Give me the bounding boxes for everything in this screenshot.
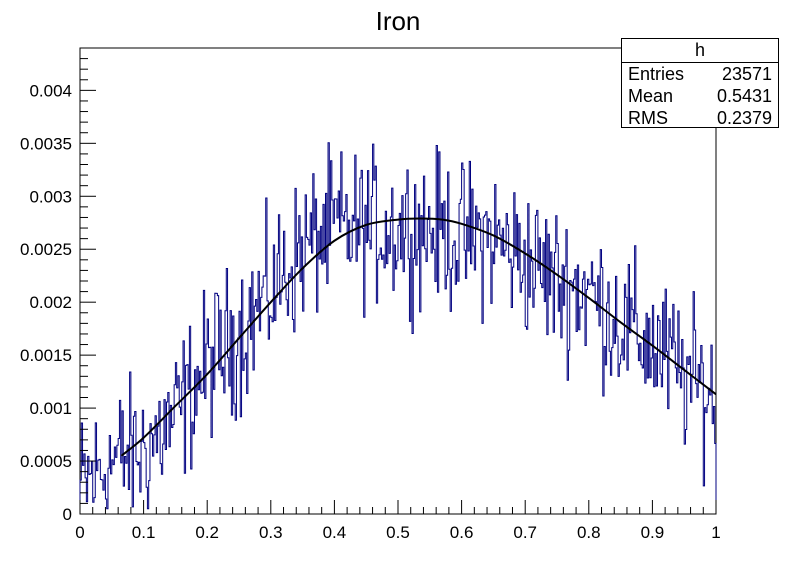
histogram-bins xyxy=(79,142,717,514)
stats-entries-value: 23571 xyxy=(721,64,772,84)
x-tick-label: 0.4 xyxy=(323,523,347,542)
fit-curve xyxy=(120,217,717,457)
y-tick-label: 0.003 xyxy=(29,187,72,206)
y-tick-label: 0 xyxy=(63,505,72,524)
histogram-layer xyxy=(79,142,717,514)
x-tick-label: 0.1 xyxy=(132,523,156,542)
x-tick-label: 0 xyxy=(75,523,84,542)
x-tick-label: 0.7 xyxy=(513,523,537,542)
stats-row-mean: Mean 0.5431 xyxy=(622,85,778,107)
x-tick-label: 1 xyxy=(711,523,720,542)
y-axis: 0 0.0005 0.001 0.0015 0.002 0.0025 0.003 0.0035… xyxy=(20,47,96,524)
x-tick-label: 0.6 xyxy=(450,523,474,542)
y-tick-label: 0.004 xyxy=(29,81,72,100)
x-tick-label: 0.2 xyxy=(195,523,219,542)
stats-histogram-name: h xyxy=(622,39,778,63)
y-tick-label: 0.0005 xyxy=(20,452,72,471)
y-tick-label: 0.001 xyxy=(29,399,72,418)
x-tick-label: 0.5 xyxy=(386,523,410,542)
stats-row-rms: RMS 0.2379 xyxy=(622,107,778,129)
stats-mean-value: 0.5431 xyxy=(716,86,772,106)
x-tick-label: 0.9 xyxy=(641,523,665,542)
chart-title: Iron xyxy=(375,6,421,36)
stats-rms-label: RMS xyxy=(628,108,668,128)
stats-entries-label: Entries xyxy=(628,64,685,84)
stats-mean-label: Mean xyxy=(628,86,674,106)
y-tick-label: 0.002 xyxy=(29,293,72,312)
x-axis: 0 0.1 0.2 0.3 0.4 0.5 0.6 0.7 0.8 0.9 1 xyxy=(75,500,721,542)
y-tick-label: 0.0015 xyxy=(20,346,72,365)
x-tick-label: 0.3 xyxy=(259,523,283,542)
x-tick-label: 0.8 xyxy=(577,523,601,542)
y-tick-label: 0.0025 xyxy=(20,240,72,259)
fit-layer xyxy=(120,217,717,457)
stats-row-entries: Entries 23571 xyxy=(622,63,778,85)
y-tick-label: 0.0035 xyxy=(20,134,72,153)
stats-box: h Entries 23571 Mean 0.5431 RMS 0.2379 xyxy=(621,38,779,128)
stats-rms-value: 0.2379 xyxy=(716,108,772,128)
